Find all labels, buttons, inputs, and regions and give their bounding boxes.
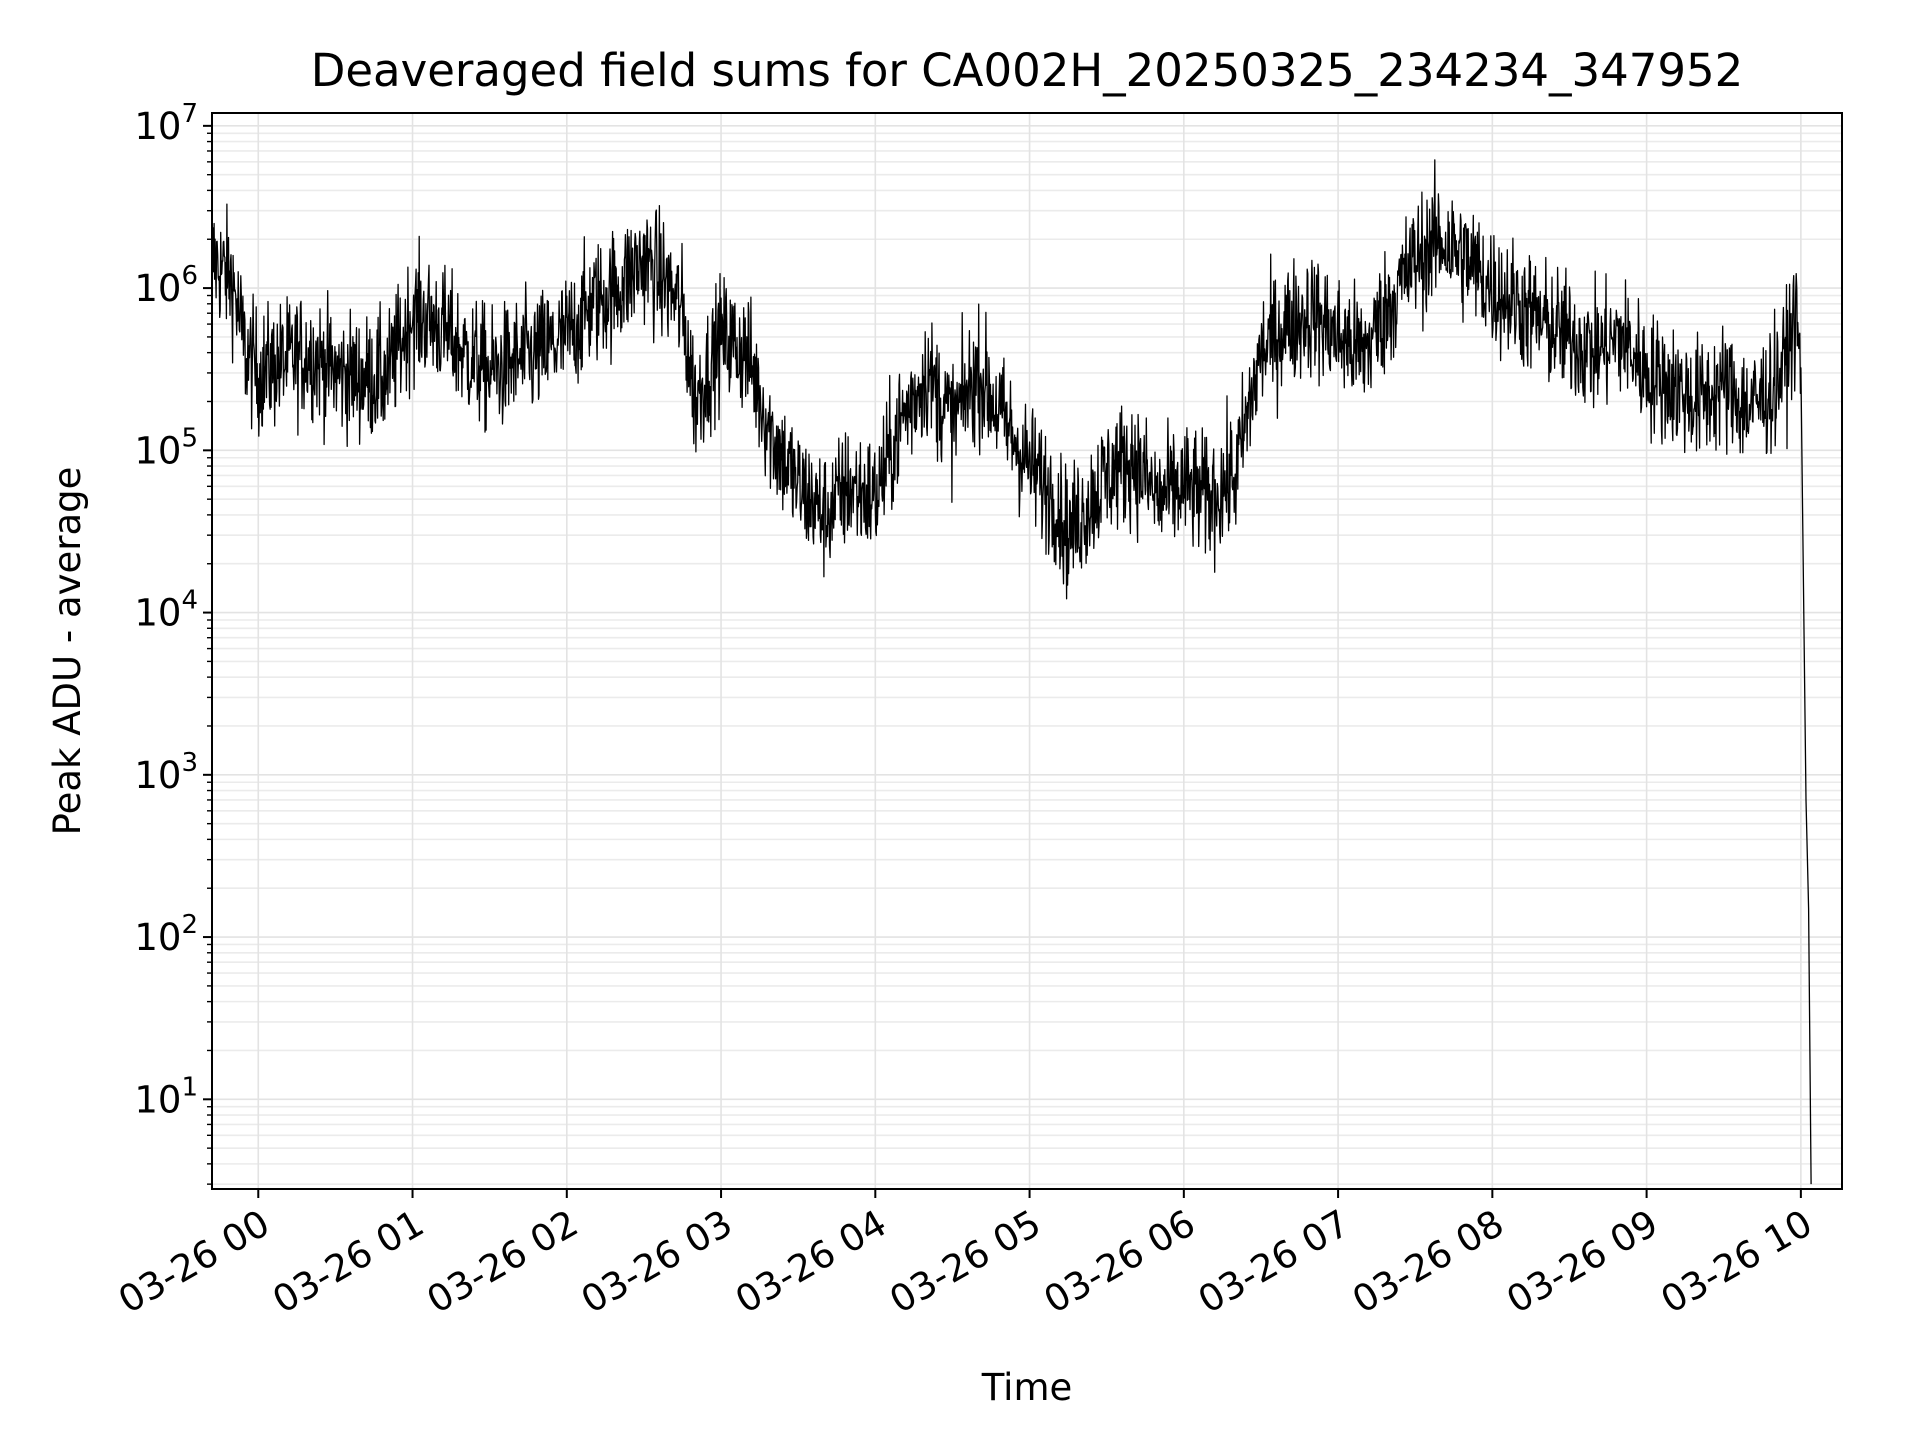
chart-title: Deaveraged field sums for CA002H_2025032… (311, 44, 1744, 97)
x-tick-label: 03-26 03 (574, 1202, 740, 1322)
y-tick-label: 103 (134, 748, 198, 797)
y-axis-label: Peak ADU - average (46, 467, 89, 836)
grid (212, 113, 1842, 1189)
x-tick-label: 03-26 05 (882, 1202, 1048, 1322)
series-layer (211, 159, 1812, 1185)
x-tick-label: 03-26 02 (420, 1202, 586, 1322)
x-tick-label: 03-26 09 (1500, 1202, 1666, 1322)
y-tick-label: 106 (134, 261, 198, 310)
y-tick-label: 105 (134, 423, 198, 472)
y-tick-label: 104 (134, 586, 198, 635)
y-tick-label: 101 (134, 1072, 198, 1121)
x-tick-label: 03-26 00 (111, 1202, 277, 1322)
x-axis-label: Time (981, 1366, 1073, 1409)
series-line (211, 159, 1812, 1185)
y-tick-label: 107 (134, 99, 198, 148)
x-tick-label: 03-26 10 (1654, 1202, 1820, 1322)
x-tick-label: 03-26 08 (1345, 1202, 1511, 1322)
y-tick-label: 102 (134, 910, 198, 959)
x-tick-label: 03-26 06 (1037, 1202, 1203, 1322)
plot-frame (211, 112, 1843, 1190)
x-tick-label: 03-26 01 (265, 1202, 431, 1322)
x-tick-label: 03-26 07 (1191, 1202, 1357, 1322)
x-tick-label: 03-26 04 (728, 1202, 894, 1322)
